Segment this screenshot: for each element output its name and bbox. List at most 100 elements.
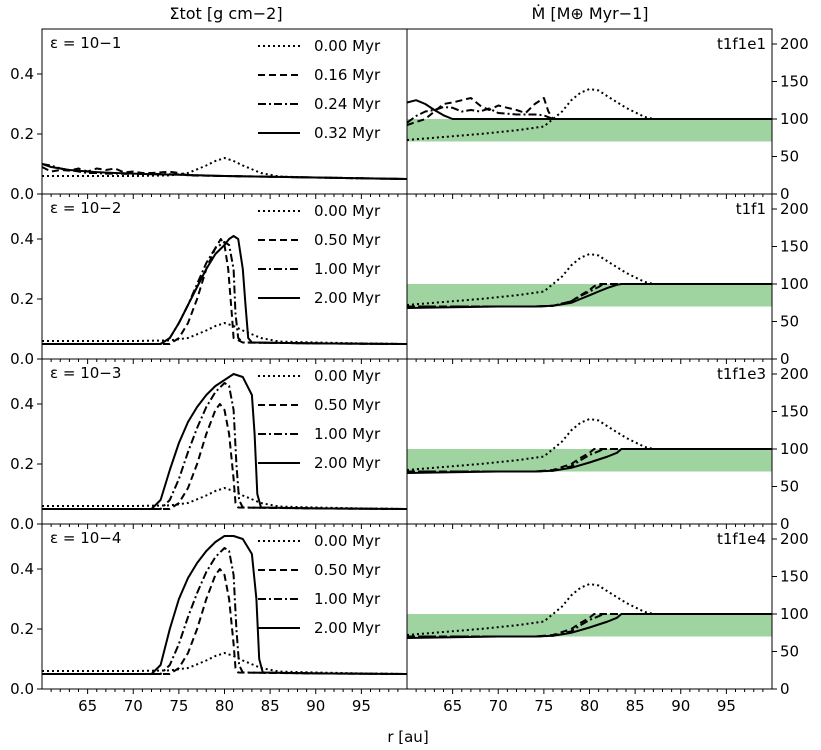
x-tick-label: 75 [534,697,553,715]
y-tick-label: 50 [780,643,799,661]
y-tick-label: 0.0 [10,680,34,698]
legend-label: 0.00 Myr [314,37,381,55]
panel-left-2: 0.0 0.2 0.4 ε = 10−3 0.00 Myr 0.50 Myr 1.00 My… [10,358,408,533]
series-line-0 [42,157,407,180]
x-tick-label: 70 [124,697,143,715]
series-line-3 [407,613,772,639]
legend-label: 0.50 Myr [314,396,381,414]
series-line-3 [42,535,407,675]
accretion-band [407,614,772,637]
y-tick-label: 0.0 [10,185,34,203]
series-line-0 [42,322,407,345]
panel-right-2: 0 50 100 150 200 t1f1e3 [406,358,809,533]
x-tick-label: 85 [261,697,280,715]
series-line-3 [407,448,772,474]
y-tick-label: 0.0 [10,515,34,533]
y-tick-label: 100 [780,440,809,458]
panel-right-0: 0 50 100 150 200 t1f1e1 [406,28,809,203]
panel-label: ε = 10−1 [50,34,121,52]
y-tick-label: 0 [780,515,790,533]
legend-label: 0.50 Myr [314,561,381,579]
y-tick-label: 0.4 [10,560,34,578]
series-line-0 [42,652,407,675]
series-line-2 [407,448,772,473]
y-tick-label: 200 [780,200,809,218]
y-tick-label: 0 [780,680,790,698]
panel-right-1: 0 50 100 150 200 t1f1 [406,193,809,368]
y-tick-label: 0.2 [10,620,34,638]
y-tick-label: 150 [780,238,809,256]
x-tick-label: 80 [580,697,599,715]
series-line-0 [42,487,407,510]
series-line-2 [407,283,772,308]
y-tick-label: 0.4 [10,65,34,83]
x-tick-label: 65 [78,697,97,715]
x-tick-label: 75 [169,697,188,715]
x-tick-label: 80 [215,697,234,715]
panels: 0.0 0.2 0.4 ε = 10−1 0.00 Myr 0.16 Myr 0.24 My… [10,28,809,715]
legend-label: 2.00 Myr [314,619,381,637]
panel-left-1: 0.0 0.2 0.4 ε = 10−2 0.00 Myr 0.50 Myr 1.00 My… [10,193,408,368]
legend-label: 0.24 Myr [314,95,381,113]
x-tick-label: 65 [443,697,462,715]
y-tick-label: 0 [780,185,790,203]
legend-label: 0.00 Myr [314,202,381,220]
y-tick-label: 100 [780,110,809,128]
y-tick-label: 0.4 [10,395,34,413]
panel-label: ε = 10−4 [50,529,121,547]
left-column-title: Σtot [g cm−2] [169,4,282,23]
legend-label: 1.00 Myr [314,590,381,608]
y-tick-label: 0.0 [10,350,34,368]
y-tick-label: 150 [780,403,809,421]
y-tick-label: 50 [780,478,799,496]
x-tick-label: 85 [626,697,645,715]
panel-label: ε = 10−2 [50,199,121,217]
series-line-2 [42,547,407,675]
axes-frame [406,193,773,360]
y-tick-label: 0.4 [10,230,34,248]
y-tick-label: 50 [780,313,799,331]
panel-label: t1f1e1 [717,35,766,53]
y-tick-label: 0 [780,350,790,368]
series-line-3 [407,283,772,309]
y-tick-label: 150 [780,73,809,91]
y-tick-label: 50 [780,148,799,166]
legend-label: 1.00 Myr [314,260,381,278]
y-tick-label: 150 [780,568,809,586]
panel-label: t1f1 [736,200,766,218]
x-tick-label: 95 [717,697,736,715]
x-tick-label: 95 [352,697,371,715]
series-line-3 [42,163,407,180]
series-line-3 [42,373,407,510]
series-line-1 [42,238,407,345]
y-tick-label: 200 [780,530,809,548]
legend-label: 0.00 Myr [314,367,381,385]
x-tick-label: 70 [489,697,508,715]
panel-label: t1f1e3 [717,365,766,383]
y-tick-label: 0.2 [10,290,34,308]
legend-label: 0.16 Myr [314,66,381,84]
x-tick-label: 90 [306,697,325,715]
series-line-2 [407,106,772,124]
axes-frame [406,523,773,690]
y-tick-label: 100 [780,605,809,623]
legend-label: 2.00 Myr [314,454,381,472]
y-tick-label: 100 [780,275,809,293]
series-line-1 [42,403,407,510]
panel-label: ε = 10−3 [50,364,121,382]
panel-label: t1f1e4 [717,530,766,548]
panel-right-3: 0 50 100 150 200 65 70 75 80 85 90 95 t1f1e4 [406,523,809,715]
series-line-3 [42,235,407,345]
y-tick-label: 0.2 [10,125,34,143]
series-line-2 [407,613,772,638]
axes-frame [406,358,773,525]
accretion-band [407,119,772,142]
x-axis-label: r [au] [387,728,428,746]
series-line-2 [42,241,407,345]
legend-label: 1.00 Myr [314,425,381,443]
right-column-title: Ṁ [M⊕ Myr−1] [531,4,648,23]
series-line-3 [407,99,772,120]
x-tick-label: 90 [671,697,690,715]
y-tick-label: 200 [780,365,809,383]
